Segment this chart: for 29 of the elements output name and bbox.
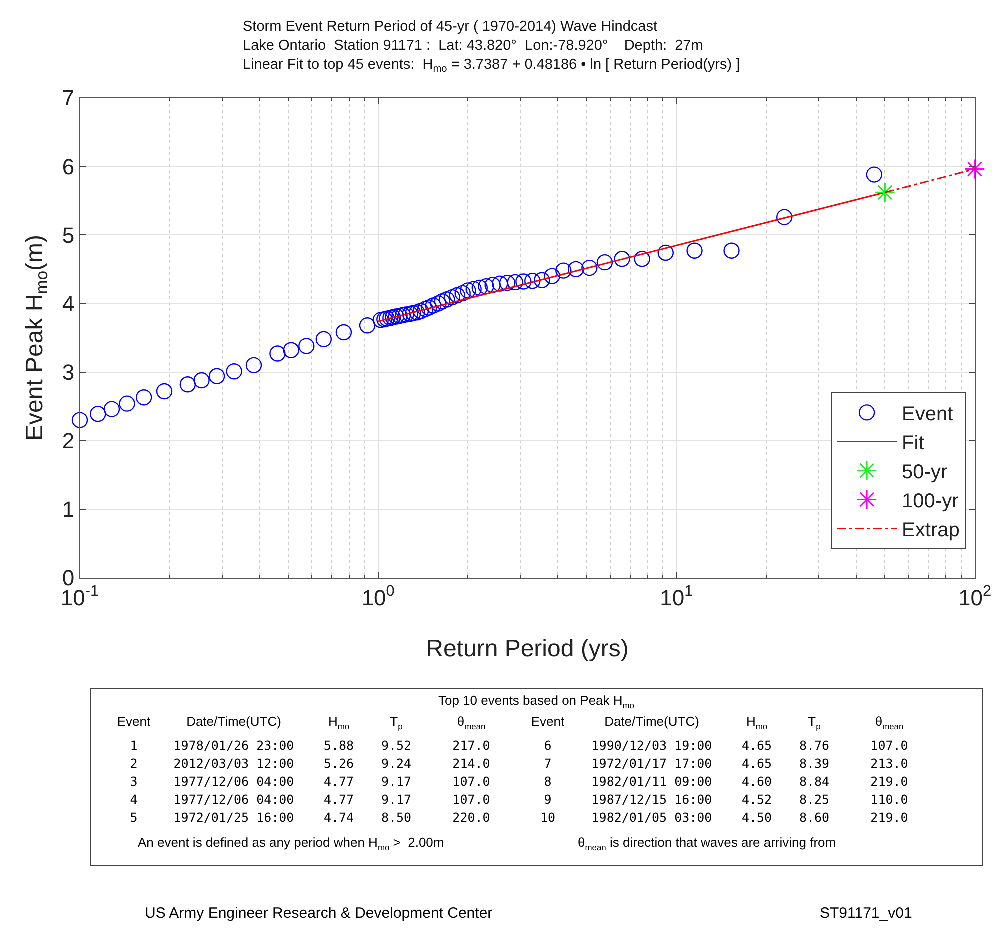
- y-tick-label: 1: [62, 497, 75, 522]
- text: US Army Engineer Research & Development Center: [145, 905, 493, 922]
- text: 2 2012/03/03 12:00 5.26 9.24 214.0 7 1972/01/17 17:00 4.65 8.39 213.0: [130, 756, 908, 771]
- text: Event Date/Time(UTC) H$_{mo}$ T$_{p}$ θ$_{mean}$ Event Date/Time(UTC) H$_{mo}$ T$_{p}$ θ$_{mean}$: [117, 714, 904, 732]
- text: Top 10 events based on Peak H$_{mo}$: [437, 693, 636, 711]
- legend-label: 50-yr: [902, 462, 948, 484]
- y-tick-label: 6: [62, 154, 75, 180]
- y-tick-label: 2: [62, 428, 75, 454]
- chart-title: Storm Event Return Period of 45-yr ( 1970-2014) Wave Hindcast: [243, 19, 658, 36]
- chart-subtitle: Lake Ontario Station 91171 : Lat: 43.820° Lon:-78.920° Depth: 27m Linear Fit to top 45 events: H$_{mo}$ = 3.7387 + 0.48186 • ln [ Return Period(yrs) ]: [243, 38, 740, 75]
- y-tick-label: 4: [62, 291, 75, 316]
- y-tick-label: 3: [62, 360, 75, 385]
- legend-label: Fit: [902, 432, 925, 454]
- x-tick-label: 10$^{2}$: [958, 583, 992, 610]
- text: 5 1972/01/25 16:00 4.74 8.50 220.0 10 1982/01/05 03:00 4.50 8.60 219.0: [130, 810, 908, 825]
- x-tick-label: 10$^{0}$: [362, 583, 395, 610]
- text: 4 1977/12/06 04:00 4.77 9.17 107.0 9 1987/12/15 16:00 4.52 8.25 110.0: [130, 792, 908, 807]
- y-tick-label: 7: [62, 86, 75, 111]
- text: 3 1977/12/06 04:00 4.77 9.17 107.0 8 1982/01/11 09:00 4.60 8.84 219.0: [130, 774, 908, 789]
- text: θ$_{mean}$ is direction that waves are arriving from: [578, 834, 836, 852]
- legend-label: Event: [902, 404, 954, 426]
- y-tick-label: 5: [62, 222, 75, 248]
- x-axis-title: Return Period (yrs): [426, 636, 629, 663]
- text: 1 1978/01/26 23:00 5.88 9.52 217.0 6 1990/12/03 19:00 4.65 8.76 107.0: [130, 738, 908, 753]
- text: ST91171_v01: [820, 905, 912, 922]
- x-tick-label: 10$^{1}$: [660, 583, 694, 610]
- legend-label: 100-yr: [902, 490, 960, 512]
- legend-label: Extrap: [902, 520, 960, 542]
- text: An event is defined as any period when H$_{mo}$ > 2.00m: [138, 834, 446, 852]
